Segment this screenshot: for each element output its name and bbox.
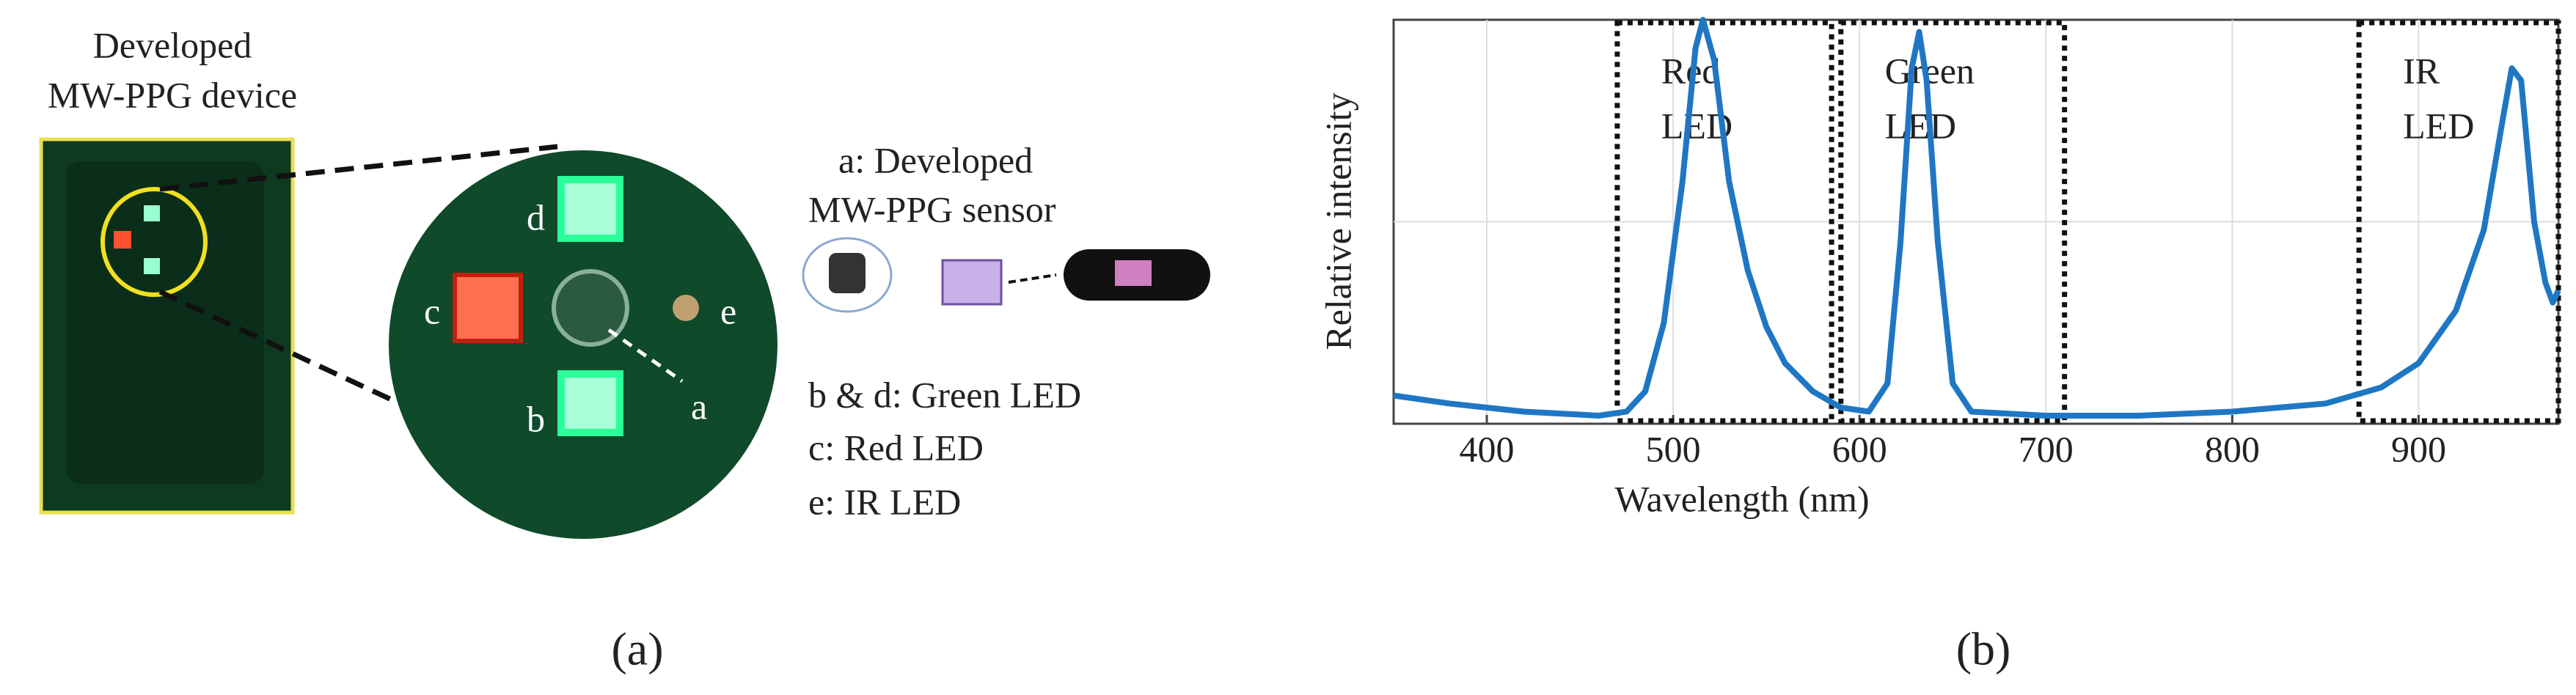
legend-text: b & d: Green LED [808,374,1081,415]
led-green [144,205,160,221]
highlight-circle [100,187,208,297]
legend-text: e: IR LED [808,481,961,522]
led-red [453,273,523,343]
x-tick-label: 600 [1832,428,1887,469]
led-red [114,231,131,249]
x-tick-label: 500 [1646,428,1701,469]
led-green [144,258,160,274]
x-axis-label: Wavelength (nm) [1614,478,1869,519]
pointer [607,328,684,383]
sensor-chip [941,259,1003,306]
region-box [1838,20,2068,424]
sensor [552,269,629,347]
sensor-callout [802,237,893,313]
y-axis-label: Relative intensity [1317,92,1358,350]
region-label: LED [1885,105,1956,146]
device-body [66,161,264,484]
led-label: e [720,290,736,331]
device-title: Developed [93,24,252,65]
led-ir [673,295,699,321]
led-label: c [424,290,440,331]
spectrum-line [1393,17,2561,419]
arrow [1008,273,1057,284]
region-box [2356,20,2561,424]
x-tick-label: 400 [1460,428,1515,469]
led-green [557,370,623,436]
device-title: MW-PPG device [48,74,297,115]
led-label: a [691,386,707,427]
sensor-window [1115,260,1152,286]
zoom-line [159,144,558,192]
sensor-icon [829,253,866,293]
sensor-title: a: Developed [838,139,1033,180]
x-tick-label: 700 [2019,428,2074,469]
caption: (b) [1956,623,2011,675]
sensor-title: MW-PPG sensor [808,188,1056,229]
region-box [1614,20,1834,424]
zoom-line [158,289,574,487]
led-label: b [527,398,545,439]
x-tick-label: 800 [2205,428,2260,469]
legend-text: c: Red LED [808,427,984,468]
led-label: d [527,196,545,238]
caption: (a) [611,623,663,675]
region-label: IR [2403,50,2440,91]
led-green [557,176,623,242]
x-tick-label: 900 [2391,428,2446,469]
region-label: LED [2403,105,2474,146]
